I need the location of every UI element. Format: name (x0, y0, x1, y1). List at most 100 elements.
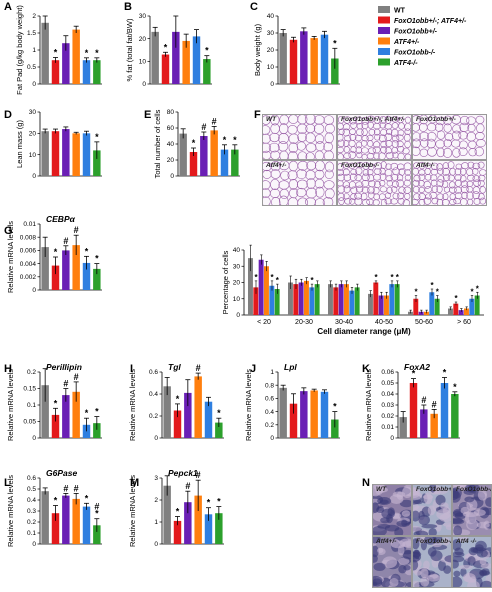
bar (399, 417, 407, 438)
tissue-texture (413, 537, 451, 587)
y-tick-label: 20 (167, 157, 175, 164)
bar (289, 39, 298, 84)
panel-letter-c: C (250, 1, 258, 13)
y-axis-label: Lean mass (g) (15, 120, 24, 168)
significance-mark: * (95, 132, 99, 142)
bar (298, 282, 304, 315)
bar (173, 520, 182, 544)
y-tick-label: 10 (267, 64, 275, 71)
y-tick-label: 0 (154, 435, 158, 442)
y-axis-label: Total number of cells (153, 109, 162, 178)
significance-mark: * (310, 276, 314, 285)
y-tick-label: 0.002 (20, 274, 37, 281)
chart-title: Pepck1 (168, 468, 198, 478)
bar (93, 423, 101, 438)
significance-mark: # (74, 372, 79, 382)
significance-mark: * (333, 402, 337, 412)
tissue-texture (338, 161, 411, 205)
micrograph-label: Atf4+/- (376, 538, 397, 545)
bar (173, 410, 182, 438)
bar (413, 298, 419, 315)
bar (274, 289, 280, 315)
chart-m: M 0 1 2 3 Relative mRNA levels Pepck1 * # # * * (128, 468, 224, 548)
bar (194, 495, 202, 544)
bar (458, 310, 464, 315)
legend-swatch (378, 16, 390, 24)
bar (378, 295, 384, 315)
bar (163, 386, 171, 438)
y-tick-label: 0 (32, 173, 36, 180)
bar (151, 31, 159, 84)
panel-letter-n: N (362, 477, 370, 489)
y-tick-label: 0 (32, 541, 36, 548)
bar (331, 419, 339, 438)
panel-letter-j: J (250, 363, 256, 375)
y-tick-label: 80 (167, 109, 175, 116)
significance-mark: # (74, 483, 79, 493)
chart-j: J 0 0.2 0.4 0.6 0.8 1 Relative mRNA levels Lpl * (244, 362, 340, 442)
bar (41, 247, 49, 290)
bar (304, 280, 309, 315)
significance-mark: * (476, 284, 480, 293)
bar (344, 284, 349, 315)
bar (41, 491, 49, 544)
significance-mark: * (390, 273, 394, 282)
bar (269, 285, 275, 315)
y-tick-label: 0.01 (23, 221, 36, 228)
significance-mark: # (212, 116, 217, 126)
y-tick-label: 0.2 (27, 369, 36, 376)
chart-c: C 0 10 20 30 40 Body weight (g) * (250, 1, 340, 88)
tissue-texture (453, 485, 491, 535)
significance-mark: # (196, 363, 201, 373)
y-tick-label: 0.2 (149, 413, 158, 420)
y-tick-label: 0.06 (381, 369, 394, 376)
bar (41, 131, 49, 176)
bar (62, 250, 70, 290)
bar (215, 513, 223, 544)
significance-mark: * (414, 288, 418, 297)
y-tick-label: 40 (167, 141, 175, 148)
bar (184, 502, 192, 544)
bar (258, 259, 264, 315)
bar (184, 392, 192, 438)
bar (231, 149, 239, 176)
panel-letter-m: M (130, 477, 139, 489)
significance-mark: * (374, 273, 378, 282)
histology_F-image-1: FoxO1obb+/-; Atf4+/- (337, 114, 412, 160)
micrograph-label: WT (266, 116, 277, 123)
chart-title: Lpl (284, 362, 297, 372)
y-axis-label: Relative mRNA levels (6, 221, 15, 293)
chart-title: Tgl (168, 362, 181, 372)
significance-mark: # (432, 399, 437, 409)
y-tick-label: 0.05 (381, 380, 394, 387)
significance-mark: # (74, 225, 79, 235)
panel-letter-d: D (4, 109, 12, 121)
y-tick-label: 0.01 (381, 424, 394, 431)
chart-h: H 0 0.05 0.1 0.15 0.2 Relative mRNA levels Peri… (4, 362, 102, 442)
bar (420, 409, 428, 438)
y-tick-label: 0.3 (27, 508, 36, 515)
panel-letter-e: E (144, 109, 151, 121)
bar (203, 59, 211, 84)
bar (394, 284, 400, 315)
y-tick-label: 20 (139, 36, 147, 43)
significance-mark: * (176, 507, 180, 517)
legend-swatch (378, 6, 390, 13)
micrograph-label: FoxO1obb-/- (341, 162, 380, 169)
y-tick-label: 10 (29, 152, 37, 159)
micrograph-label: Atf4 -/- (456, 538, 477, 545)
bar (204, 514, 213, 544)
significance-mark: * (276, 276, 280, 285)
significance-mark: # (63, 483, 68, 493)
bar (430, 413, 438, 438)
x-tick-label: 40-50 (375, 319, 393, 326)
significance-mark: * (176, 394, 180, 404)
bar (474, 295, 480, 315)
bar (389, 284, 395, 315)
bar (293, 284, 299, 315)
y-tick-label: 0.02 (381, 413, 394, 420)
bar (200, 136, 208, 176)
bar (248, 258, 253, 315)
legend-label: FoxO1obb+/- (394, 29, 438, 36)
significance-mark: * (412, 369, 416, 379)
